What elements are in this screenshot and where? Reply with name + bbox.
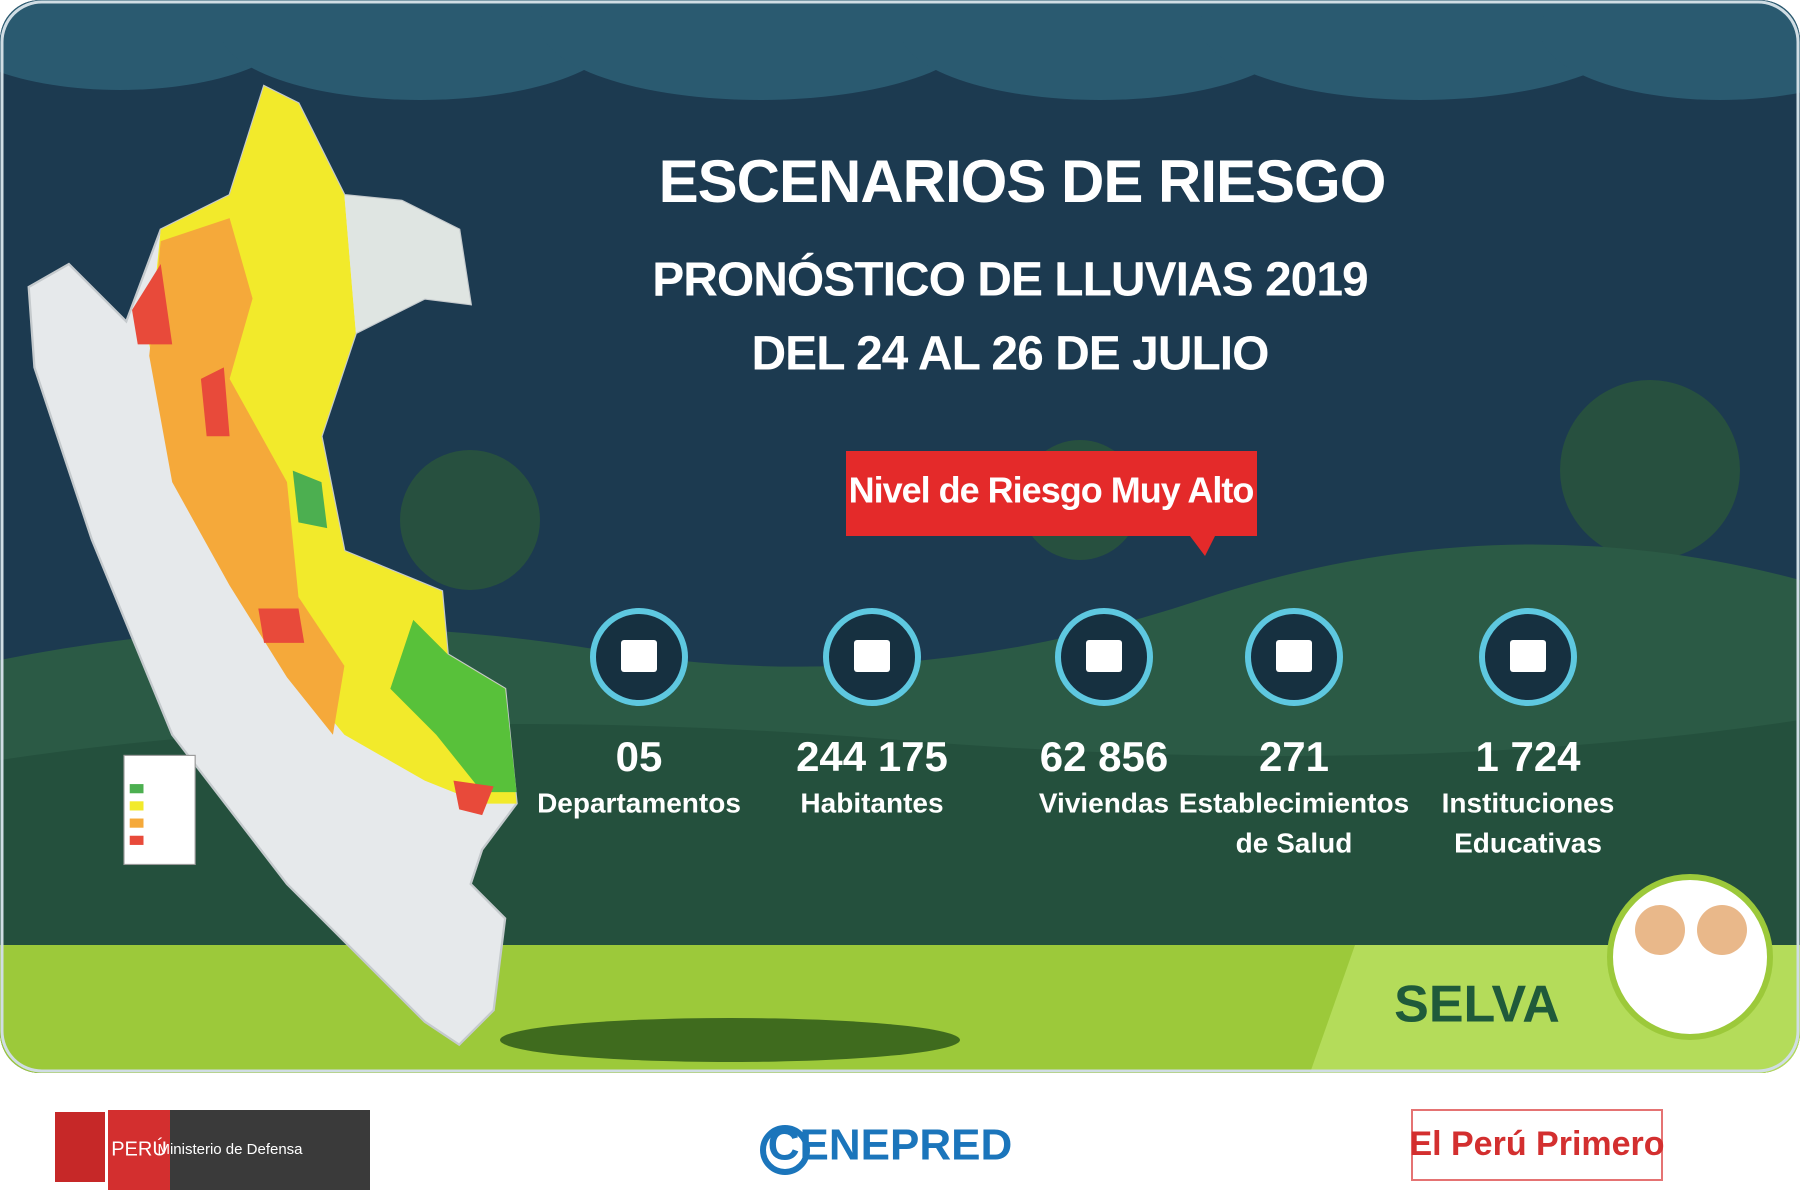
mascots: [1607, 874, 1773, 1040]
ministry-box: [170, 1110, 370, 1190]
mascot-girl: [1635, 905, 1685, 955]
stat-icon: [854, 640, 890, 672]
map: [27, 84, 518, 1047]
stat-icon: [1086, 640, 1122, 672]
stat-value: 1 724: [1475, 733, 1581, 780]
footer: PERÚ Ministerio de Defensa CENEPRED El P…: [55, 1109, 1665, 1190]
stat-value: 271: [1259, 733, 1329, 780]
badge: Nivel de Riesgo Muy Alto: [849, 470, 1254, 511]
stat-label: Viviendas: [1039, 787, 1169, 818]
subtitle: PRONÓSTICO DE LLUVIAS 2019: [652, 252, 1368, 307]
title: ESCENARIOS DE RIESGO: [659, 148, 1386, 215]
stat-label: Instituciones: [1442, 787, 1615, 818]
peru-box: [108, 1110, 170, 1190]
puddle: [500, 1018, 960, 1062]
ministry: Ministerio de Defensa: [157, 1141, 303, 1158]
clouds: [0, 0, 1800, 100]
slogan: El Perú Primero: [1409, 1125, 1664, 1163]
stat-value: 05: [616, 733, 663, 780]
badge-pointer: [1190, 536, 1215, 556]
country: PERÚ: [111, 1137, 167, 1160]
slogan-box: [1411, 1109, 1663, 1181]
stat-value: 244 175: [796, 733, 948, 780]
stats: 05 Departamentos 244 175 Habitantes 62 856 Vi…: [537, 608, 1615, 858]
agency-logo: [760, 1125, 810, 1175]
card-border: [0, 0, 1800, 1073]
stat-label: Establecimientos: [1179, 787, 1409, 818]
stat-icon: [1510, 640, 1546, 672]
mascot-boy: [1697, 905, 1747, 955]
stat-label: Educativas: [1454, 827, 1602, 858]
stat-icon: [1276, 640, 1312, 672]
stat-icon: [621, 640, 657, 672]
badge-box: [846, 451, 1257, 536]
agency: CENEPRED: [768, 1121, 1013, 1170]
stat-label: Habitantes: [800, 787, 943, 818]
stat-label: Departamentos: [537, 787, 741, 818]
dates: DEL 24 AL 26 DE JULIO: [752, 328, 1269, 381]
shield: [55, 1112, 105, 1182]
region: SELVA: [1394, 976, 1560, 1034]
stat-label: de Salud: [1236, 827, 1353, 858]
stat-value: 62 856: [1040, 733, 1168, 780]
